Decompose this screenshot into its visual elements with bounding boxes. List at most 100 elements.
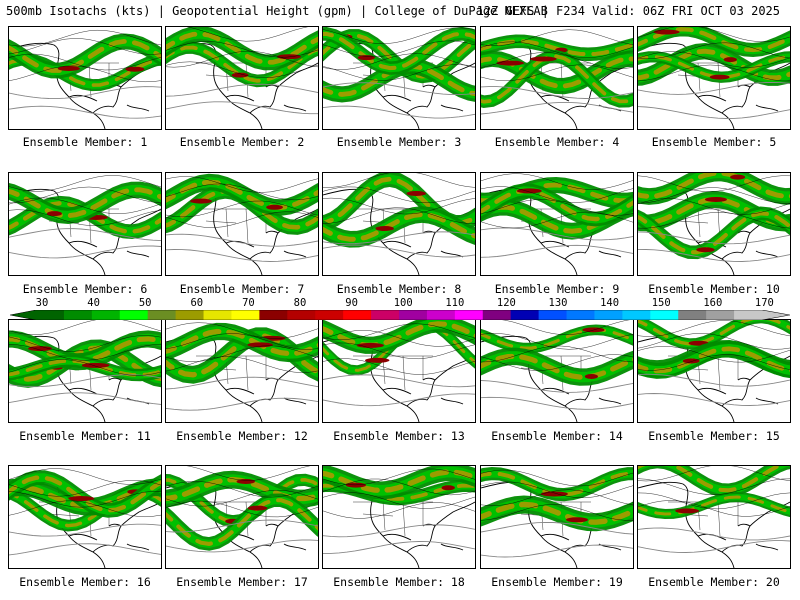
height-contour (323, 524, 475, 538)
isotach-band (481, 188, 633, 222)
height-contour (638, 231, 790, 245)
jet-core (57, 65, 80, 71)
legend-tick-label: 70 (242, 297, 255, 309)
height-contour (481, 521, 633, 535)
legend-tick-label: 60 (190, 297, 204, 309)
jet-core (441, 485, 455, 491)
jet-core (46, 211, 62, 217)
ensemble-member-label: Ensemble Member: 16 (19, 575, 151, 589)
height-line (638, 27, 790, 42)
height-line (638, 492, 790, 510)
ensemble-map (638, 466, 790, 568)
height-contour (9, 523, 161, 537)
height-contour (323, 105, 475, 119)
height-contour (481, 101, 633, 115)
legend-tick-label: 160 (703, 297, 723, 309)
ensemble-map (323, 173, 475, 275)
height-line (481, 481, 633, 499)
height-line (638, 500, 790, 517)
legend-swatch (91, 310, 121, 320)
ensemble-member-label: Ensemble Member: 15 (648, 429, 780, 443)
legend-tick-label: 120 (496, 297, 516, 309)
height-line (323, 358, 475, 375)
jet-core (375, 226, 394, 232)
height-contour (166, 397, 318, 411)
height-line (638, 478, 790, 495)
height-line (481, 489, 633, 506)
height-line (323, 27, 475, 44)
height-line (323, 197, 475, 215)
ensemble-panel (165, 465, 319, 569)
isotach-band (166, 45, 318, 83)
legend-tick-label: 80 (293, 297, 307, 309)
jet-core (530, 56, 557, 62)
ensemble-map (166, 27, 318, 129)
jet-core (356, 342, 384, 348)
ensemble-member-label: Ensemble Member: 5 (651, 135, 777, 149)
height-line (323, 502, 475, 519)
height-contour (166, 233, 318, 247)
legend-tick-label: 40 (87, 297, 100, 309)
height-line (638, 198, 790, 215)
height-contour (323, 541, 475, 554)
ensemble-map (481, 467, 633, 568)
height-line (323, 173, 475, 188)
map-header: 500mb Isotachs (kts) | Geopotential Heig… (6, 4, 794, 22)
height-line (481, 469, 633, 487)
height-line (481, 173, 633, 190)
height-line (166, 183, 318, 201)
height-line (481, 199, 633, 216)
ensemble-map (166, 173, 318, 275)
header-title: 500mb Isotachs (kts) | Geopotential Heig… (6, 4, 548, 18)
height-line (9, 186, 161, 204)
height-line (166, 61, 318, 78)
legend-swatch (566, 310, 595, 320)
height-contour (323, 244, 475, 258)
height-line (323, 492, 475, 509)
legend-swatch (454, 310, 484, 320)
legend-tick-label: 130 (548, 297, 568, 309)
ensemble-map (638, 320, 790, 422)
legend-swatch (510, 310, 540, 320)
ensemble-member-label: Ensemble Member: 11 (19, 429, 151, 443)
jet-core (81, 362, 110, 368)
legend-tick-label: 170 (754, 297, 774, 309)
ensemble-member-label: Ensemble Member: 9 (494, 282, 620, 296)
ensemble-panel (480, 465, 634, 569)
ensemble-panel (480, 172, 634, 276)
ensemble-member-label: Ensemble Member: 8 (336, 282, 462, 296)
header-valid-time: 12Z GEFS | F234 Valid: 06Z FRI OCT 03 20… (476, 4, 780, 18)
height-contour (481, 227, 633, 241)
isotach-band (638, 173, 790, 199)
height-contour (638, 393, 790, 406)
ensemble-panel (8, 465, 162, 569)
ensemble-member-label: Ensemble Member: 12 (176, 429, 308, 443)
height-contour (166, 519, 318, 533)
isotach-band (638, 495, 790, 516)
ensemble-member-label: Ensemble Member: 3 (336, 135, 462, 149)
legend-swatch (147, 310, 177, 320)
isotach-band (323, 469, 475, 494)
ensemble-panel (480, 319, 634, 423)
height-line (638, 212, 790, 229)
isotach-band (9, 358, 161, 377)
jet-core (357, 55, 375, 61)
ensemble-member-label: Ensemble Member: 19 (491, 575, 623, 589)
height-line (9, 65, 161, 83)
legend-swatch (426, 310, 456, 320)
ensemble-member-label: Ensemble Member: 4 (494, 135, 620, 149)
height-line (638, 466, 790, 482)
ensemble-panel (637, 26, 791, 130)
ensemble-panel (322, 26, 476, 130)
height-line (9, 335, 161, 352)
legend-swatch (63, 310, 93, 320)
height-line (638, 320, 790, 337)
ensemble-panel (322, 172, 476, 276)
ensemble-member-label: Ensemble Member: 10 (648, 282, 780, 296)
jet-core (496, 60, 524, 66)
legend-swatch (734, 310, 763, 320)
height-line (9, 468, 161, 485)
ensemble-member-label: Ensemble Member: 17 (176, 575, 308, 589)
ensemble-member-label: Ensemble Member: 2 (179, 135, 305, 149)
legend-swatch (203, 310, 232, 320)
